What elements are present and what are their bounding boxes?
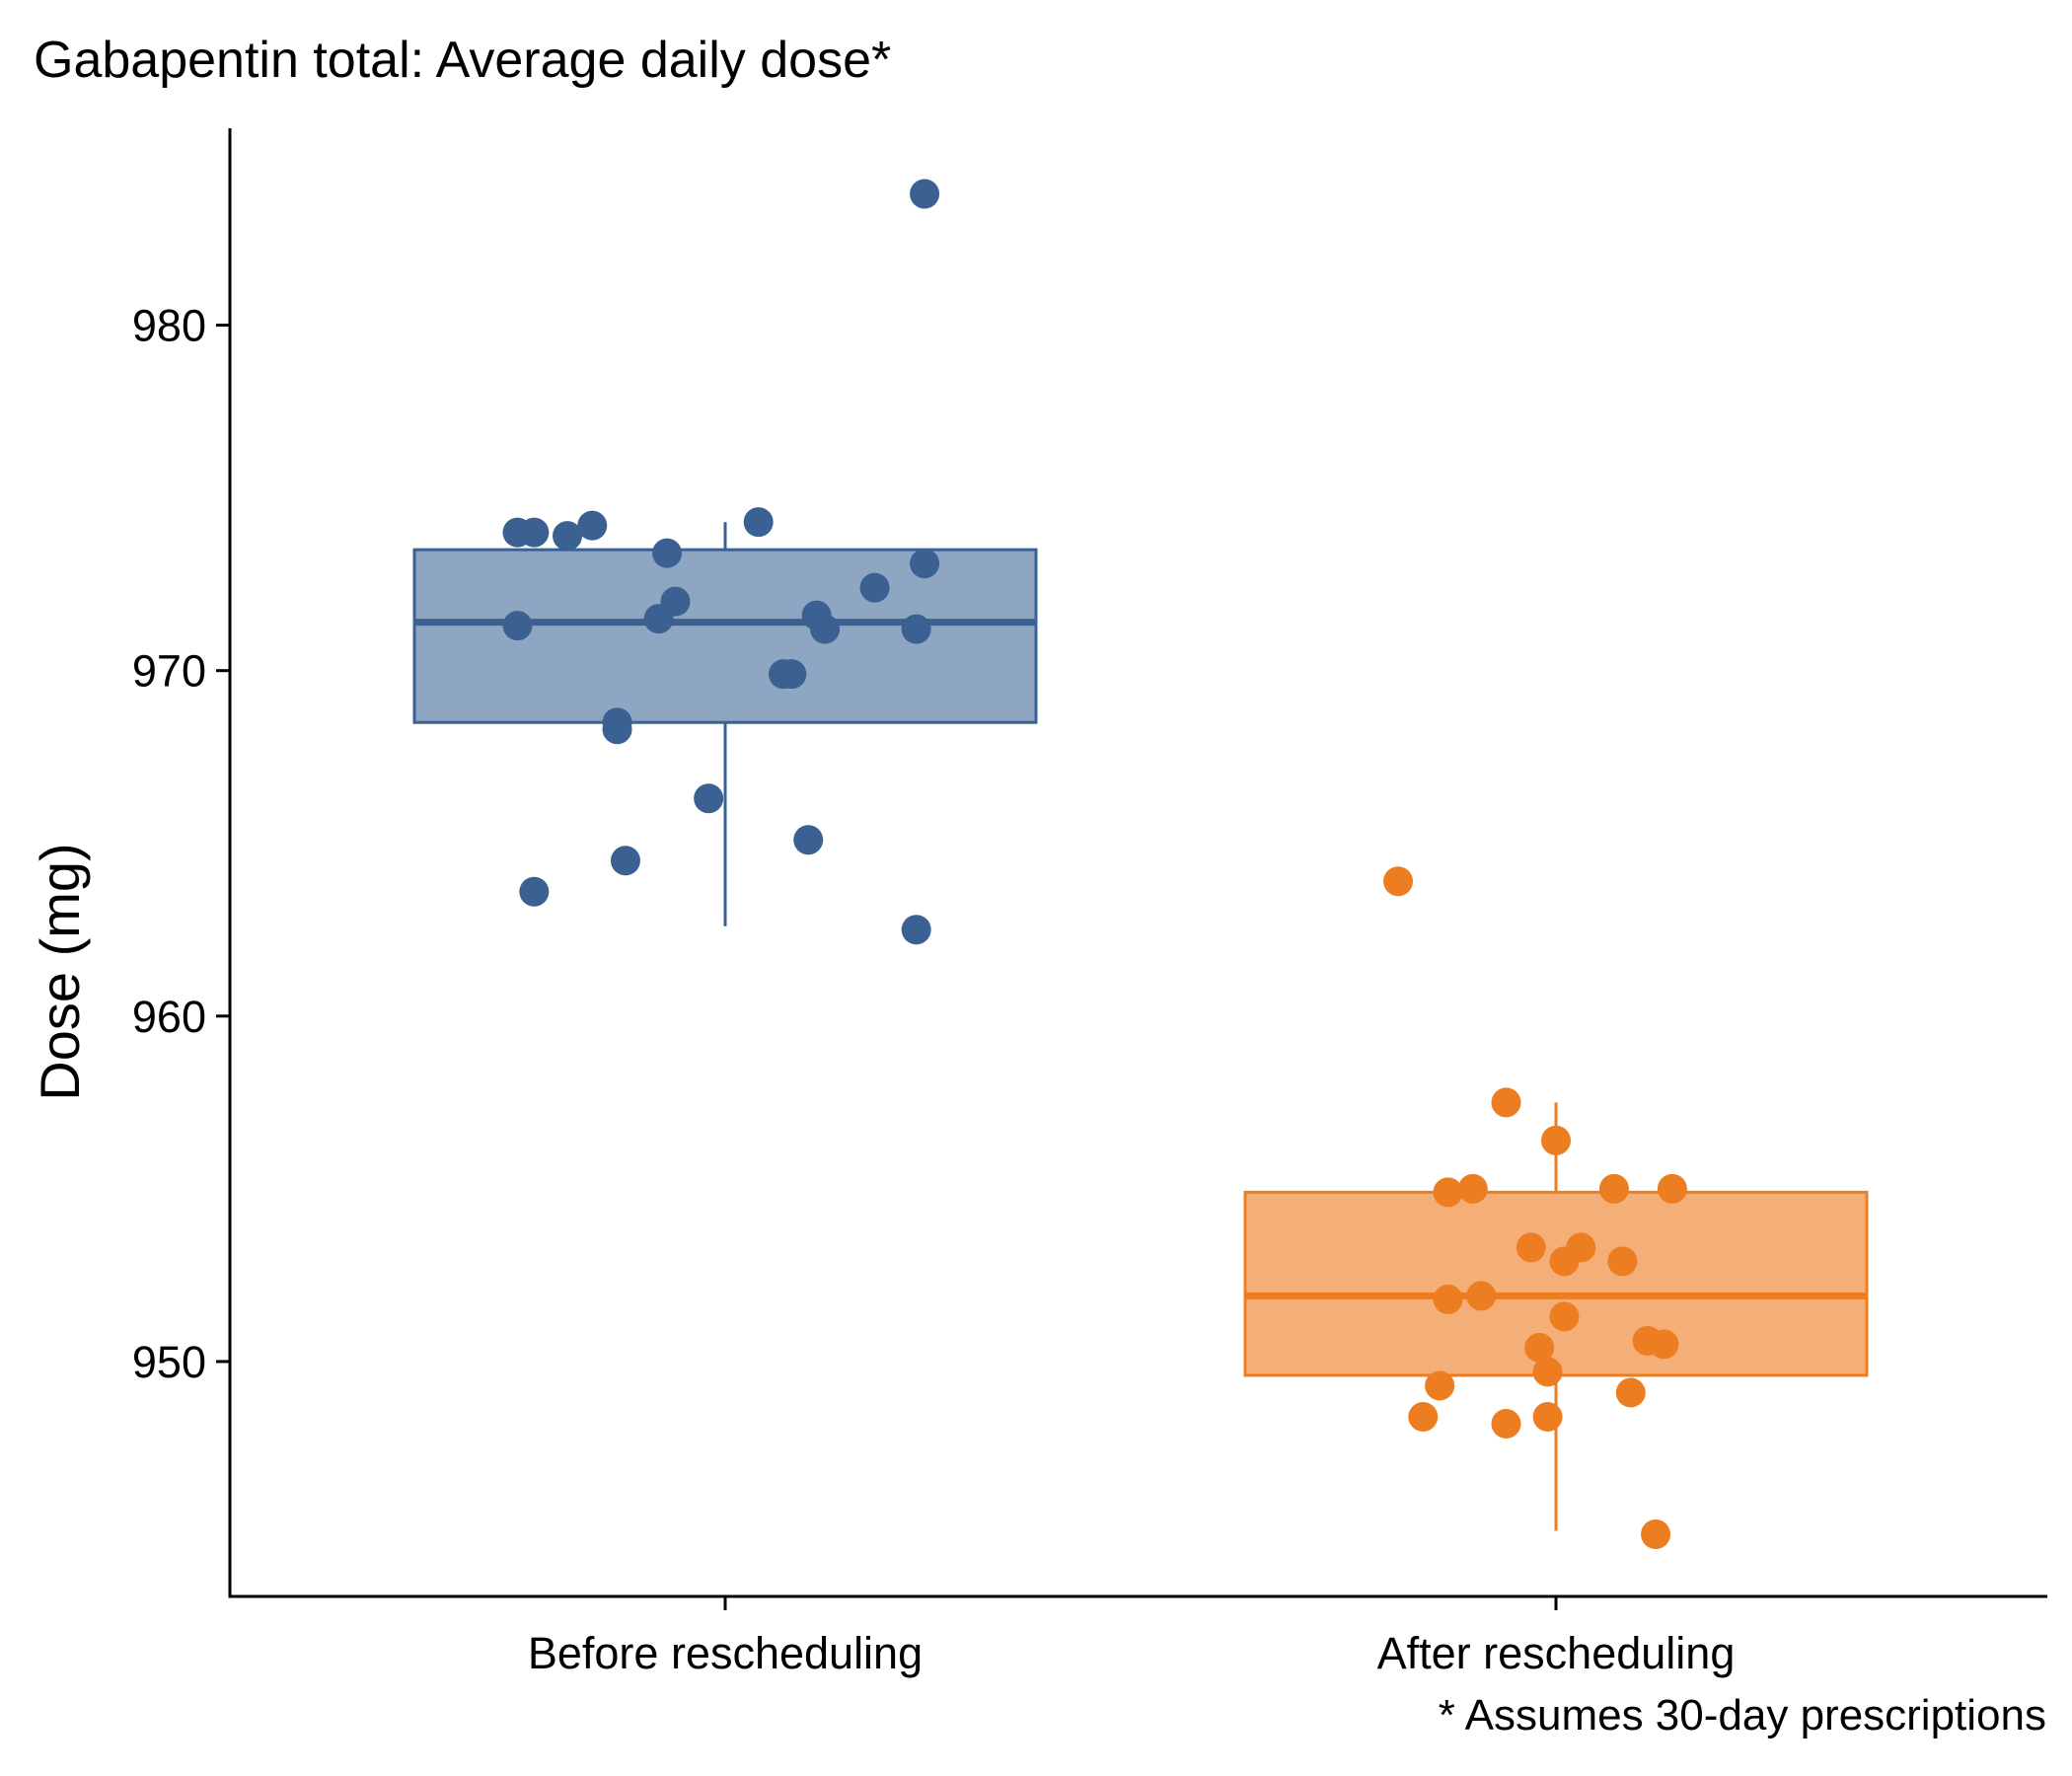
data-point: [1491, 1087, 1521, 1118]
data-point: [519, 876, 550, 907]
y-tick-label: 980: [132, 301, 206, 351]
data-point: [643, 604, 674, 634]
data-point: [1425, 1370, 1455, 1401]
data-point: [1657, 1173, 1687, 1204]
data-point: [1383, 866, 1414, 897]
data-point: [1532, 1401, 1563, 1432]
box-iqr: [1243, 1190, 1869, 1377]
data-point: [553, 521, 583, 552]
data-point: [502, 611, 533, 641]
data-point: [1466, 1281, 1497, 1311]
data-point: [1549, 1301, 1580, 1332]
data-point: [694, 783, 724, 814]
plot-area: 950 960 970 980 Before rescheduling After res…: [132, 128, 2047, 1678]
data-point: [810, 614, 841, 644]
data-point: [1566, 1232, 1596, 1263]
data-point: [859, 572, 890, 603]
data-point: [1607, 1246, 1638, 1277]
data-point: [602, 714, 632, 745]
data-point: [901, 614, 931, 644]
data-point: [1433, 1177, 1463, 1208]
y-tick-label: 960: [132, 992, 206, 1042]
data-point: [743, 507, 774, 538]
data-point: [1649, 1329, 1679, 1360]
data-point: [910, 549, 940, 579]
data-point: [793, 825, 824, 855]
data-point: [777, 659, 807, 690]
data-point: [910, 179, 940, 209]
data-point: [1408, 1401, 1439, 1432]
y-tick-label: 970: [132, 646, 206, 697]
data-point: [1615, 1377, 1646, 1408]
data-point: [652, 538, 683, 568]
data-point: [1491, 1408, 1521, 1439]
data-point: [610, 846, 640, 876]
data-point: [1598, 1173, 1629, 1204]
chart-caption: * Assumes 30-day prescriptions: [1439, 1691, 2046, 1739]
data-point: [1524, 1332, 1555, 1363]
chart-title: Gabapentin total: Average daily dose*: [34, 32, 891, 89]
data-point: [519, 517, 550, 548]
data-point: [1516, 1232, 1546, 1263]
data-point: [1457, 1173, 1488, 1204]
data-point: [1541, 1125, 1571, 1155]
y-tick-label: 950: [132, 1337, 206, 1387]
data-point: [901, 915, 931, 945]
data-point: [577, 510, 608, 541]
data-point: [1433, 1284, 1463, 1314]
y-axis-title: Dose (mg): [29, 843, 91, 1100]
x-tick-label: Before rescheduling: [528, 1628, 923, 1678]
box-iqr: [412, 548, 1038, 724]
x-tick-label: After rescheduling: [1377, 1628, 1736, 1678]
data-point: [1641, 1518, 1671, 1549]
data-point: [1532, 1357, 1563, 1387]
